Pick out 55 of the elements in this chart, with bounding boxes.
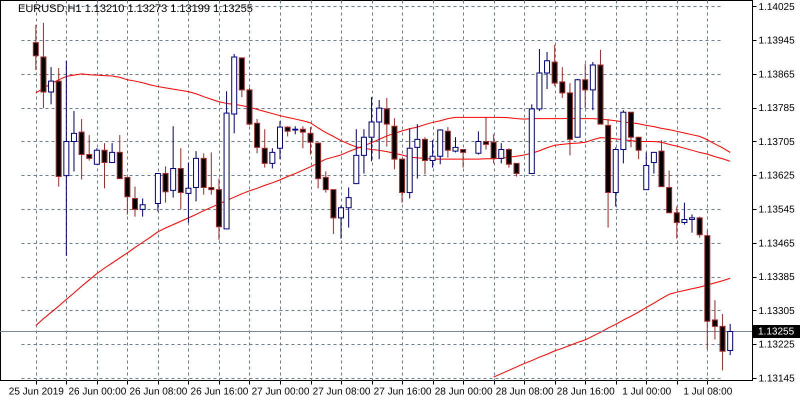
candlestick [170,126,176,198]
candlestick [32,24,39,71]
x-tick-label: 28 Jun 16:00 [556,386,616,398]
y-tick-label: 1.13145 [758,373,796,384]
candlestick [284,126,291,137]
x-tick-label: 27 Jun 00:00 [252,386,310,398]
y-tick-label: 1.14025 [758,2,796,13]
candlestick [498,142,504,164]
x-tick-label: 28 Jun 08:00 [496,386,554,398]
y-tick-label: 1.13225 [758,340,796,351]
x-tick-label: 26 Jun 08:00 [129,386,188,398]
x-tick-label: 27 Jun 16:00 [374,386,432,398]
y-tick-label: 1.13305 [758,306,796,317]
x-tick-label: 28 Jun 00:00 [434,386,493,398]
line-series [493,278,731,378]
candlestick [444,126,451,158]
candlestick [674,206,680,240]
candlestick [727,323,734,356]
candlestick [422,136,428,175]
y-tick-label: 1.13625 [758,170,796,182]
x-tick-label: 25 Jun 2019 [8,386,64,398]
y-tick-label: 1.13465 [758,238,796,250]
ref-line-label: 1.13255 [758,326,795,338]
candlestick [276,120,283,160]
y-tick-label: 1.13865 [758,69,796,80]
candlestick [48,66,54,105]
x-tick-label: 1 Jul 00:00 [622,386,672,398]
candlestick [384,97,390,148]
y-tick-label: 1.13945 [758,36,796,47]
candlestick [269,148,276,169]
candlestick [414,124,420,180]
candlestick [140,198,146,218]
candlestick [696,216,703,238]
candlestick [452,136,458,153]
candlestick [475,130,482,156]
candlestick [162,166,169,204]
y-tick-label: 1.13385 [758,272,796,284]
candlestick [650,152,657,174]
x-tick-label: 26 Jun 00:00 [68,386,127,398]
y-tick-label: 1.13545 [758,204,796,216]
candlestick [185,162,192,224]
y-tick-label: 1.13705 [758,136,796,148]
candlestick [552,44,558,87]
candlestick [132,186,138,218]
x-tick-label: 1 Jul 08:00 [683,386,733,398]
chart-title: EURUSD,H1 1.13210 1.13273 1.13199 1.13255 [18,3,253,15]
candlestick [94,148,100,165]
x-tick-label: 26 Jun 16:00 [190,386,249,398]
candlestick [582,63,588,109]
candlestick [101,142,108,189]
candlestick [109,142,116,164]
candlestick [300,126,306,149]
x-tick-label: 27 Jun 08:00 [312,386,371,398]
y-tick-label: 1.13785 [758,103,796,114]
candlestick [460,148,466,168]
